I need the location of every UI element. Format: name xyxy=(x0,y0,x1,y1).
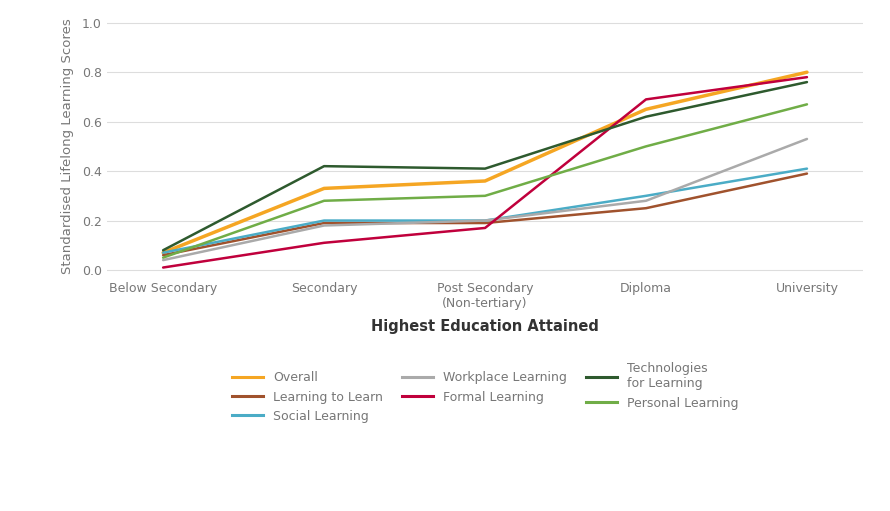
Legend: Overall, Learning to Learn, Social Learning, Workplace Learning, Formal Learning: Overall, Learning to Learn, Social Learn… xyxy=(231,362,739,423)
Y-axis label: Standardised Lifelong Learning Scores: Standardised Lifelong Learning Scores xyxy=(61,18,74,274)
X-axis label: Highest Education Attained: Highest Education Attained xyxy=(371,319,599,334)
